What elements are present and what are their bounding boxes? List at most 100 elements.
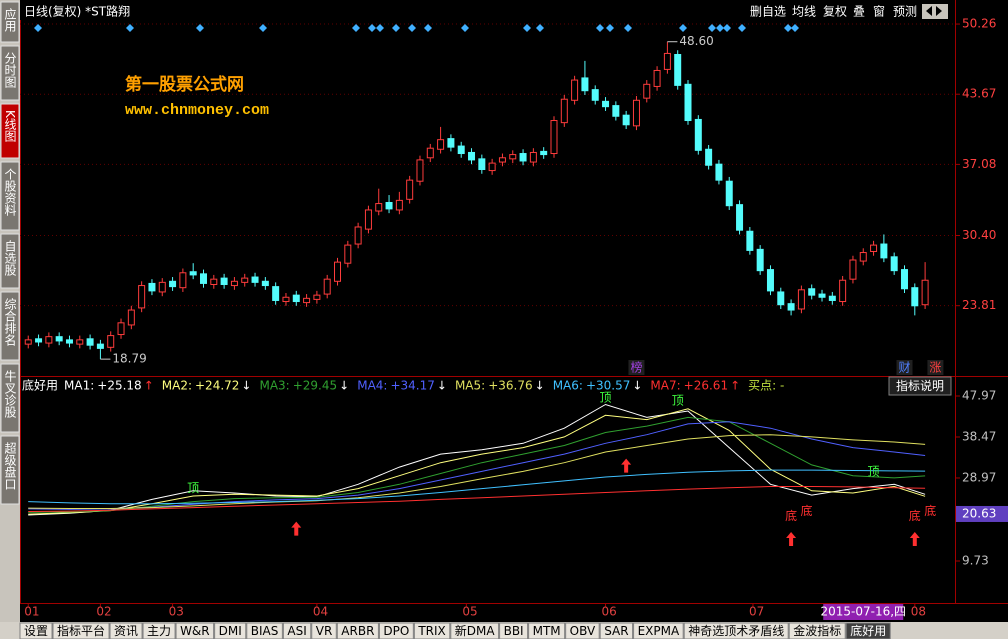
ma-line	[28, 486, 926, 512]
candle-body	[138, 285, 146, 309]
event-marker: 财	[898, 361, 910, 375]
candle-body	[230, 280, 238, 287]
side-tab[interactable]	[0, 291, 20, 361]
side-tab[interactable]	[0, 103, 20, 159]
bottom-tab[interactable]	[565, 622, 600, 639]
bottom-tab[interactable]	[52, 622, 110, 639]
bottom-tab-label[interactable]: 设置	[24, 624, 48, 638]
bottom-tab[interactable]	[845, 622, 891, 639]
candle-body	[354, 226, 362, 245]
bottom-tab[interactable]	[683, 622, 789, 639]
side-tab-label[interactable]: 个股资料	[3, 168, 17, 216]
candle-body	[684, 83, 692, 122]
bottom-tab[interactable]	[246, 622, 283, 639]
toolbar-button[interactable]: 窗	[873, 5, 885, 19]
bottom-tab[interactable]	[311, 622, 337, 639]
candle-body	[478, 158, 486, 170]
bottom-tab[interactable]	[599, 622, 634, 639]
bottom-tab-label[interactable]: W&R	[180, 624, 210, 638]
x-tick-label: 07	[749, 605, 764, 619]
toolbar-button[interactable]: 删自选	[750, 5, 786, 19]
bottom-tab[interactable]	[336, 622, 379, 639]
bottom-tab-label[interactable]: 指标平台	[57, 623, 105, 638]
bottom-tab-label[interactable]: BIAS	[251, 624, 279, 638]
candle-body	[179, 272, 187, 289]
bottom-tab[interactable]	[109, 622, 143, 639]
toolbar-button[interactable]: 均线	[792, 5, 816, 19]
bottom-tab-label[interactable]: VR	[316, 624, 333, 638]
side-tab-label[interactable]: 牛叉诊股	[3, 369, 17, 419]
bottom-tab-label[interactable]: OBV	[570, 624, 596, 638]
bottom-tab-label[interactable]: MTM	[533, 624, 561, 638]
candle-body	[602, 100, 610, 108]
bottom-tab-label[interactable]: ARBR	[341, 624, 374, 638]
side-tab[interactable]	[0, 161, 20, 231]
bottom-tab[interactable]	[528, 622, 566, 639]
bottom-tab-label[interactable]: 新DMA	[455, 623, 496, 638]
extreme-label: 48.60	[679, 34, 713, 48]
candle-body	[251, 276, 259, 283]
ma-line	[28, 469, 926, 505]
bottom-tab-label[interactable]: 底好用	[850, 623, 886, 638]
candle-body	[849, 259, 857, 280]
side-tab[interactable]	[0, 45, 20, 101]
bottom-tab[interactable]	[214, 622, 247, 639]
toolbar-button[interactable]: 复权	[823, 5, 847, 19]
side-tab-label[interactable]: K线图	[3, 110, 17, 142]
toolbar-button[interactable]: 叠	[853, 5, 865, 19]
bottom-tab-label[interactable]: SAR	[604, 624, 628, 638]
candle-body	[447, 138, 455, 148]
bottom-tab-label[interactable]: 资讯	[114, 624, 138, 638]
bottom-tab-label[interactable]: EXPMA	[638, 624, 680, 638]
candle-body	[468, 151, 476, 161]
candle-body	[364, 209, 372, 230]
help-button-label[interactable]: 指标说明	[896, 378, 944, 393]
bottom-tab-label[interactable]: 金波指标	[793, 623, 841, 638]
ma-line	[28, 408, 926, 515]
bottom-tab[interactable]	[175, 622, 215, 639]
bottom-tab[interactable]	[633, 622, 684, 639]
buy-arrow	[621, 458, 632, 473]
bottom-tab[interactable]	[19, 622, 53, 639]
bottom-tab[interactable]	[788, 622, 846, 639]
bottom-tab[interactable]	[378, 622, 414, 639]
signal-label: 顶	[187, 481, 199, 495]
bottom-tab[interactable]	[499, 622, 529, 639]
signal-label: 顶	[868, 465, 880, 479]
toolbar-button[interactable]: 预测	[893, 5, 917, 19]
candle-body	[880, 243, 888, 259]
bottom-tab[interactable]	[450, 622, 500, 639]
side-tab-label[interactable]: 应用	[3, 7, 17, 33]
side-tab-label[interactable]: 超级盘口	[3, 441, 17, 490]
bottom-tab-label[interactable]: DMI	[219, 624, 242, 638]
side-tab-label[interactable]: 自选股	[3, 240, 17, 277]
bottom-tab[interactable]	[413, 622, 451, 639]
bottom-tab-label[interactable]: TRIX	[417, 624, 445, 638]
bottom-tab-label[interactable]: 主力	[147, 624, 171, 638]
bottom-tab-label[interactable]: DPO	[383, 624, 409, 638]
side-tab-label[interactable]: 分时图	[3, 52, 17, 88]
candle-body	[199, 273, 207, 284]
legend-name: MA7:	[650, 379, 680, 393]
bottom-tab-label[interactable]: BBI	[504, 624, 524, 638]
candle-body	[426, 147, 434, 159]
side-tab[interactable]	[0, 435, 20, 505]
bottom-tab[interactable]	[282, 622, 312, 639]
bottom-tab-label[interactable]: ASI	[287, 624, 306, 638]
help-button[interactable]	[888, 376, 952, 396]
side-tab[interactable]	[0, 363, 20, 433]
signal-label: 底	[909, 508, 921, 523]
cursor-date: 2015-07-16,四	[820, 605, 906, 619]
side-tab[interactable]	[0, 1, 20, 43]
candle-body	[303, 297, 311, 304]
side-tab[interactable]	[0, 233, 20, 289]
side-tab-label[interactable]: 综合排名	[3, 298, 17, 346]
candle-body	[921, 279, 929, 306]
legend-name: MA5:	[455, 379, 485, 393]
bottom-tab[interactable]	[142, 622, 176, 639]
candle-body	[550, 120, 558, 155]
nav-button[interactable]	[922, 4, 948, 19]
bottom-tab-label[interactable]: 神奇选顶术矛盾线	[688, 624, 784, 638]
candle-body	[705, 148, 713, 166]
